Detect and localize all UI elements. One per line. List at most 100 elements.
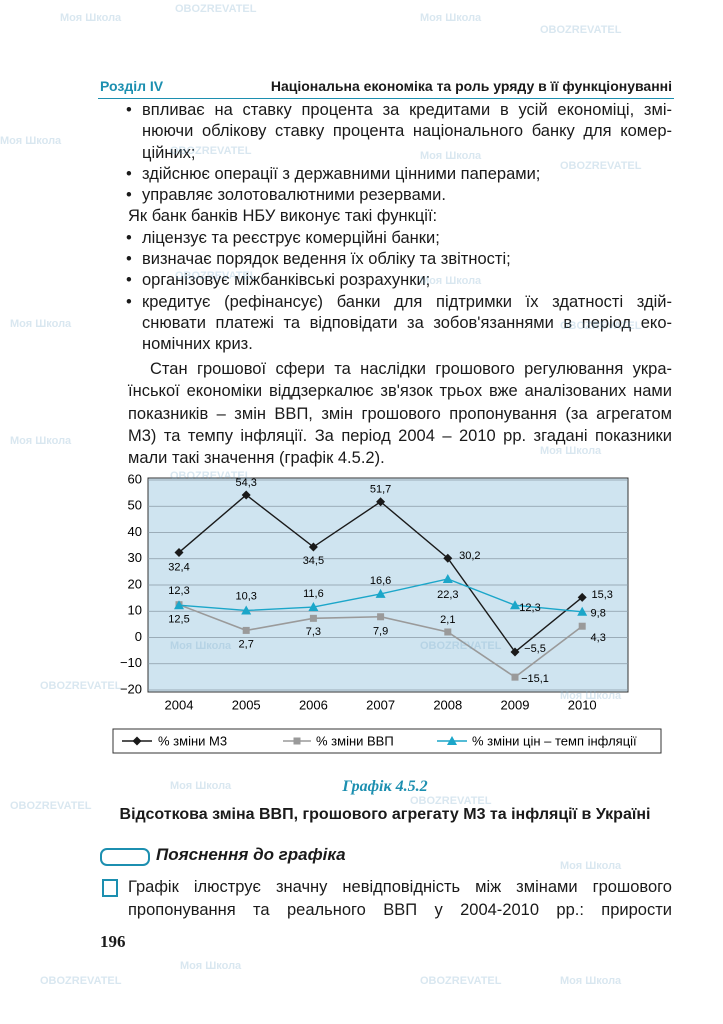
watermark: Моя Школа: [560, 975, 622, 987]
data-label: 10,3: [235, 590, 256, 602]
watermark: Моя Школа: [420, 150, 482, 162]
x-tick-label: 2006: [299, 697, 328, 712]
figure-label: Графік 4.5.2: [342, 778, 428, 795]
y-tick-label: 0: [135, 629, 142, 644]
legend-label: % зміни ВВП: [316, 733, 394, 748]
watermark: OBOZREVATEL: [40, 680, 122, 692]
watermark: Моя Школа: [10, 435, 72, 447]
watermark: OBOZREVATEL: [40, 975, 122, 987]
watermark: OBOZREVATEL: [560, 160, 642, 172]
watermark: OBOZREVATEL: [175, 3, 257, 15]
x-tick-label: 2005: [232, 697, 261, 712]
explanation-heading: Пояснення до графіка: [156, 845, 346, 864]
marker: [510, 600, 520, 610]
data-label: 22,3: [437, 589, 458, 601]
marker: [447, 736, 457, 745]
legend-box: [112, 728, 662, 754]
text-line: снювати платежі та відповідати за зобов'…: [142, 313, 672, 332]
marker: [241, 605, 252, 615]
data-label: −5,5: [524, 643, 546, 655]
text-line: пропонування та реального ВВП у 2004-201…: [128, 901, 672, 919]
running-title: Національна економіка та роль уряду в її…: [270, 78, 672, 94]
marker: [578, 622, 586, 630]
data-label: 7,3: [306, 626, 321, 638]
legend-label: % зміни М3: [158, 733, 227, 748]
data-label: 30,2: [459, 550, 480, 562]
marker: [308, 602, 319, 612]
marker: [377, 613, 385, 621]
text-line: Графік ілюструє значну невідповідність м…: [128, 878, 672, 896]
legend-label: % зміни цін – темп інфляції: [472, 733, 637, 748]
watermark: OBOZREVATEL: [170, 145, 252, 157]
watermark: OBOZREVATEL: [170, 470, 252, 482]
marker: [375, 588, 386, 598]
text-line: визначає порядок ведення їх обліку та зв…: [126, 249, 672, 271]
text-line: номічних криз.: [142, 335, 253, 354]
marker: [510, 647, 520, 657]
page-number: 196: [100, 932, 126, 951]
text-line: управляє золотовалютними резервами.: [126, 185, 672, 207]
data-label: 4,3: [591, 632, 606, 644]
marker: [174, 600, 184, 610]
watermark: OBOZREVATEL: [540, 24, 622, 36]
y-tick-label: 20: [128, 576, 142, 591]
watermark: OBOZREVATEL: [175, 270, 257, 282]
data-label: 16,6: [370, 575, 391, 587]
marker: [511, 673, 519, 681]
data-label: 32,4: [168, 561, 189, 573]
marker: [308, 542, 318, 552]
watermark: Моя Школа: [560, 860, 622, 872]
figure-title: Відсоткова зміна ВВП, грошового агрегату…: [119, 806, 651, 823]
section-label: Розділ IV: [100, 78, 164, 94]
y-tick-label: −20: [120, 681, 142, 696]
x-tick-label: 2010: [568, 697, 597, 712]
y-tick-label: 50: [128, 498, 142, 513]
watermark: OBOZREVATEL: [560, 320, 642, 332]
text-line: здійснює операції з державними цінними п…: [126, 164, 672, 186]
x-tick-label: 2007: [366, 697, 395, 712]
y-tick-label: 60: [128, 471, 142, 486]
data-label: 12,5: [168, 614, 189, 626]
watermark: Моя Школа: [0, 135, 62, 147]
text-line: Як банк банків НБУ виконує такі функції:: [128, 207, 438, 226]
text-line: М3) та темпу інфляції. За період 2004 – …: [128, 426, 672, 445]
marker: [442, 573, 453, 583]
data-label: −15,1: [521, 673, 549, 685]
watermark: Моя Школа: [60, 12, 122, 24]
text-line: кредитує (рефінансує) банки для підтримк…: [126, 292, 672, 314]
watermark: Моя Школа: [170, 640, 232, 652]
watermark: Моя Школа: [420, 275, 482, 287]
explanation-icon: [100, 848, 150, 866]
text-line: мали такі значення (графік 4.5.2).: [128, 449, 385, 468]
text-line: Стан грошової сфери та наслідки грошовог…: [150, 360, 672, 378]
bullet-list: впливає на ставку процента за кредитами …: [126, 100, 672, 356]
doc-icon: [102, 879, 118, 897]
data-label: 15,3: [591, 589, 612, 601]
text-line: їнської економіки віддзеркалює зв'язок т…: [128, 382, 672, 401]
data-label: 12,3: [519, 602, 540, 614]
marker: [242, 626, 250, 634]
data-label: 7,9: [373, 626, 388, 638]
data-label: 12,3: [168, 585, 189, 597]
marker: [132, 736, 142, 746]
marker: [241, 490, 251, 500]
marker: [293, 737, 301, 745]
explanation: Графік ілюструє значну невідповідність м…: [128, 876, 672, 922]
watermark: Моя Школа: [560, 690, 622, 702]
data-label: 9,8: [591, 608, 606, 620]
watermark: Моя Школа: [180, 960, 242, 972]
marker: [309, 614, 317, 622]
marker: [577, 592, 587, 602]
watermark: Моя Школа: [170, 780, 232, 792]
x-tick-label: 2004: [165, 697, 194, 712]
text-line: нюючи облікову ставку процента національ…: [142, 122, 672, 141]
watermark: Моя Школа: [420, 12, 482, 24]
marker: [443, 553, 453, 563]
y-tick-label: 40: [128, 524, 142, 539]
marker: [376, 497, 386, 507]
text-line: впливає на ставку процента за кредитами …: [126, 100, 672, 122]
y-tick-label: 30: [128, 550, 142, 565]
header-rule: [98, 98, 674, 99]
